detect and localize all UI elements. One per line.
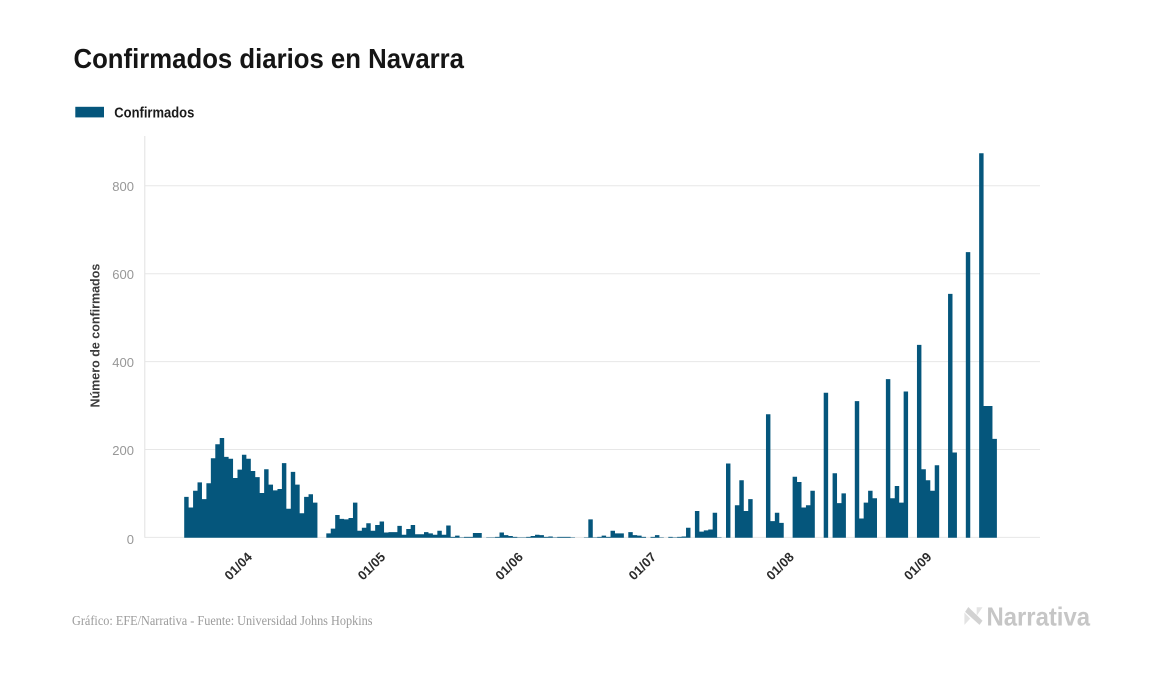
svg-text:200: 200 <box>112 443 134 458</box>
svg-text:Número de confirmados: Número de confirmados <box>89 264 103 408</box>
svg-text:Confirmados diarios en Navarra: Confirmados diarios en Navarra <box>74 43 465 74</box>
svg-text:400: 400 <box>112 355 134 370</box>
svg-text:0: 0 <box>127 532 134 547</box>
svg-text:Gráfico: EFE/Narrativa - Fuent: Gráfico: EFE/Narrativa - Fuente: Univers… <box>72 613 373 628</box>
svg-text:800: 800 <box>112 179 134 194</box>
svg-text:Confirmados: Confirmados <box>114 105 194 121</box>
svg-text:Narrativa: Narrativa <box>987 604 1091 632</box>
svg-text:600: 600 <box>112 267 134 282</box>
